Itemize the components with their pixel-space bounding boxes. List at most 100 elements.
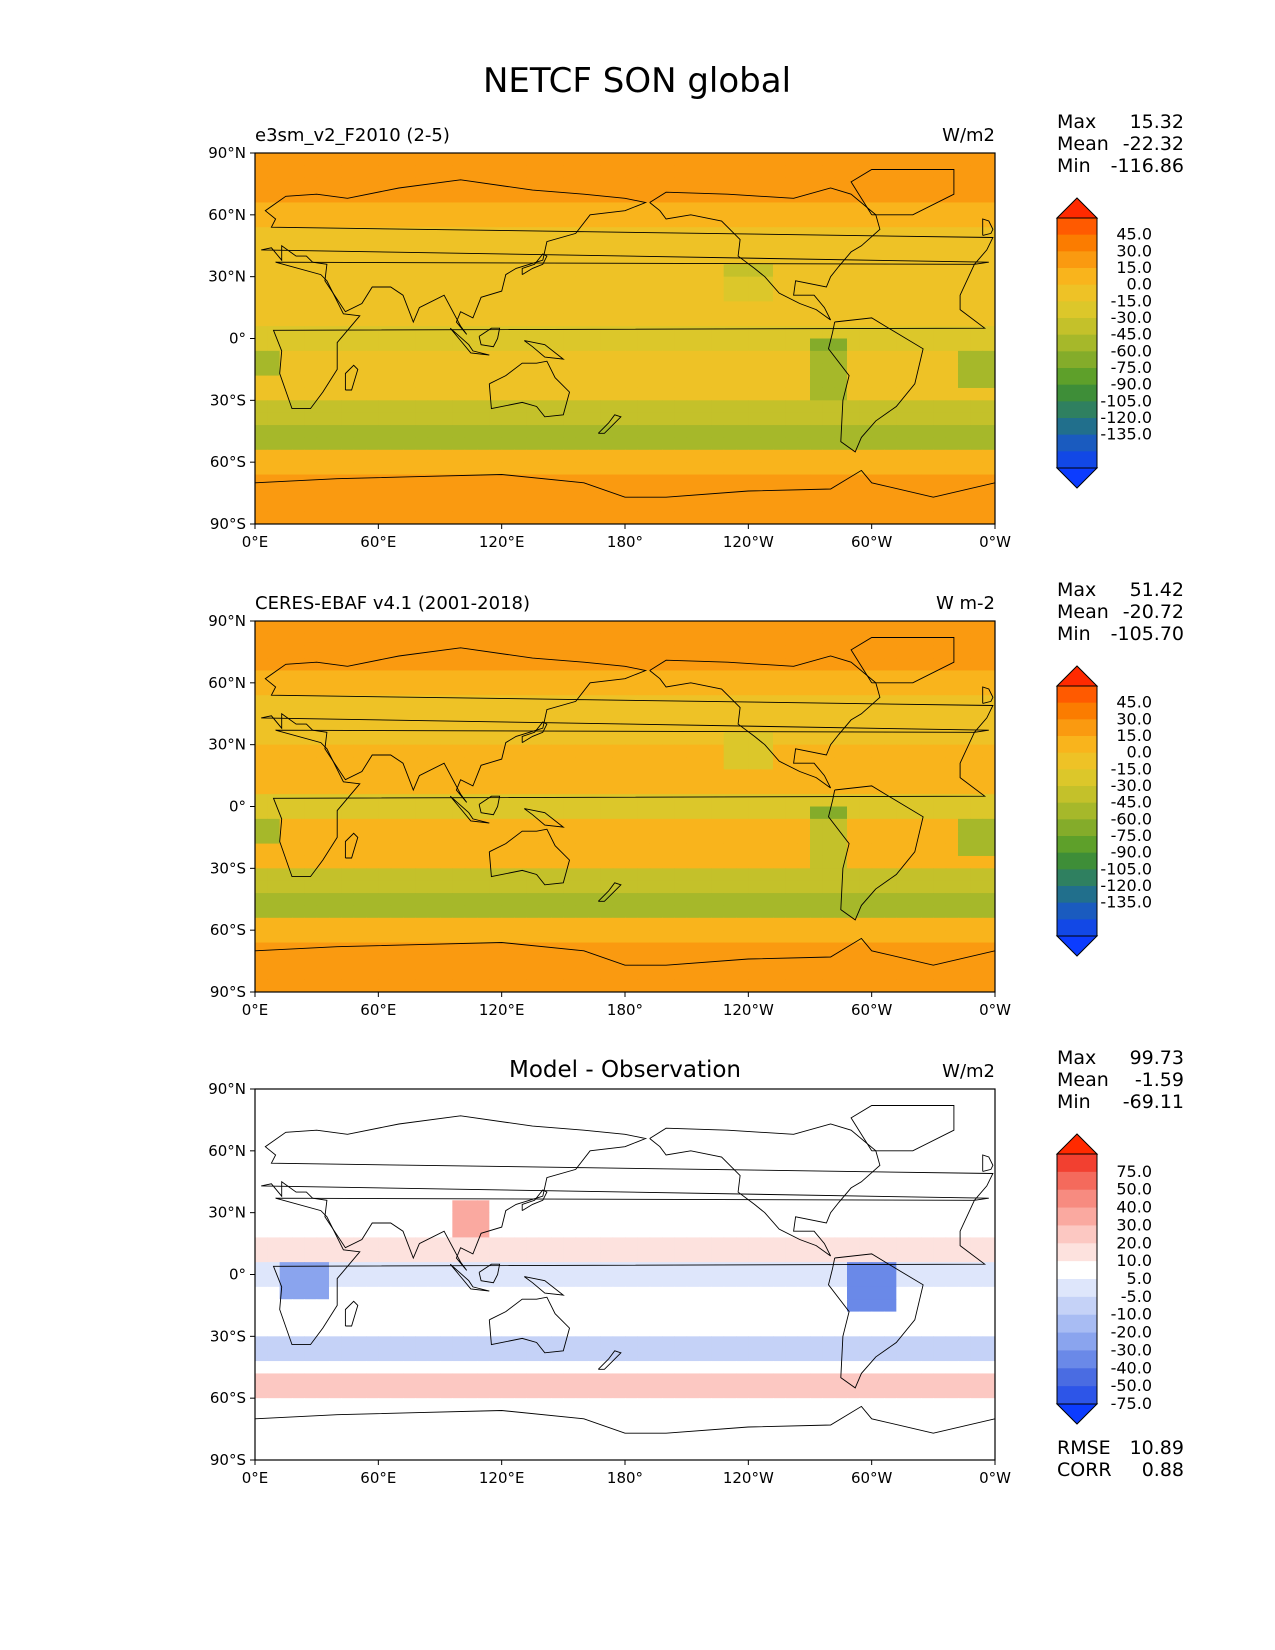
field-cell: [982, 202, 995, 216]
field-cell: [674, 1113, 688, 1127]
field-cell: [748, 239, 762, 253]
field-cell: [908, 227, 922, 241]
field-cell: [674, 645, 688, 659]
field-cell: [933, 781, 947, 795]
field-cell: [810, 177, 823, 191]
field-cell: [810, 1113, 823, 1127]
field-cell: [711, 868, 725, 882]
field-cell: [637, 214, 651, 228]
field-cell: [415, 1336, 429, 1350]
field-cell: [958, 1299, 971, 1313]
field-cell: [612, 719, 626, 733]
field-cell: [316, 375, 330, 389]
field-cell: [341, 1187, 355, 1201]
field-cell: [255, 893, 268, 906]
field-cell: [773, 1212, 786, 1226]
field-cell: [649, 769, 663, 783]
field-cell: [884, 744, 897, 758]
field-cell: [267, 1249, 281, 1263]
field-cell: [563, 1311, 577, 1325]
field-cell: [427, 214, 441, 228]
field-cell: [896, 744, 910, 758]
field-cell: [686, 769, 700, 783]
field-cell: [440, 1262, 453, 1275]
field-cell: [736, 165, 749, 179]
field-cell: [945, 326, 959, 339]
field-cell: [785, 658, 799, 671]
field-cell: [464, 326, 478, 339]
field-cell: [464, 794, 478, 807]
field-cell: [945, 276, 959, 290]
field-cell: [773, 338, 786, 352]
field-cell: [538, 264, 552, 278]
field-cell: [662, 744, 675, 758]
field-cell: [575, 781, 589, 795]
field-cell: [884, 1237, 897, 1251]
field-cell: [600, 289, 614, 302]
field-cell: [329, 621, 342, 634]
field-cell: [440, 658, 453, 671]
field-cell: [390, 930, 404, 944]
field-cell: [662, 1225, 675, 1238]
field-cell: [612, 190, 626, 203]
field-cell: [341, 1225, 355, 1238]
field-cell: [316, 437, 330, 451]
y-tick-label: 60°N: [208, 206, 246, 224]
field-cell: [662, 1237, 675, 1251]
field-cell: [649, 942, 663, 956]
field-cell: [489, 930, 503, 944]
field-cell: [748, 227, 762, 241]
field-cell: [723, 1262, 737, 1275]
colorbar-segment: [1057, 869, 1097, 887]
coastline: [521, 253, 548, 275]
field-cell: [267, 695, 281, 709]
field-cell: [773, 1089, 786, 1102]
field-cell: [699, 806, 712, 820]
field-cell: [822, 289, 836, 302]
field-cell: [945, 350, 959, 364]
field-cell: [933, 794, 947, 807]
field-cell: [982, 930, 995, 944]
field-cell: [871, 831, 885, 845]
field-cell: [612, 1126, 626, 1139]
field-cell: [649, 462, 663, 476]
field-cell: [982, 313, 995, 327]
field-cell: [255, 757, 268, 770]
field-cell: [452, 1225, 466, 1238]
field-cell: [353, 1262, 367, 1275]
field-cell: [341, 276, 355, 290]
field-cell: [637, 905, 651, 919]
field-cell: [390, 979, 404, 992]
field-cell: [477, 732, 490, 746]
field-cell: [440, 387, 453, 401]
field-cell: [797, 1237, 811, 1251]
field-cell: [760, 437, 774, 451]
field-cell: [723, 942, 737, 956]
field-cell: [859, 806, 873, 820]
field-cell: [797, 682, 811, 696]
field-cell: [859, 1163, 873, 1177]
field-cell: [982, 1262, 995, 1275]
field-cell: [921, 1262, 934, 1275]
field-cell: [834, 757, 848, 770]
field-cell: [970, 177, 984, 191]
field-cell: [514, 930, 527, 944]
field-cell: [785, 831, 799, 845]
field-cell: [847, 1138, 860, 1152]
field-cell: [489, 1101, 503, 1115]
field-cell: [921, 1138, 934, 1152]
field-cell: [711, 165, 725, 179]
colorbar-tick-label: -30.0: [1111, 308, 1152, 327]
field-cell: [378, 1200, 392, 1214]
field-cell: [945, 1212, 959, 1226]
field-cell: [649, 1323, 663, 1337]
field-cell: [674, 1150, 688, 1164]
field-cell: [785, 239, 799, 253]
field-cell: [748, 474, 762, 488]
field-cell: [427, 301, 441, 315]
field-cell: [933, 831, 947, 845]
field-cell: [822, 400, 836, 414]
field-cell: [600, 1274, 614, 1288]
field-cell: [329, 1113, 342, 1127]
field-cell: [797, 276, 811, 290]
